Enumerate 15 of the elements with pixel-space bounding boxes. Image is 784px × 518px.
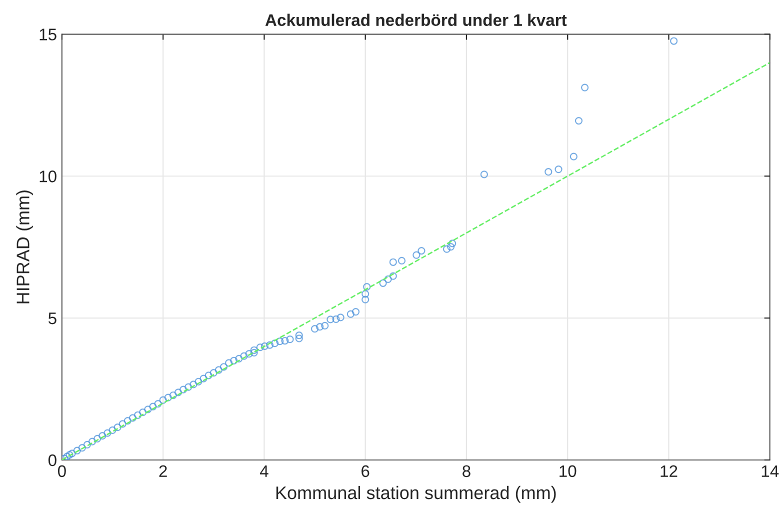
chart-title: Ackumulerad nederbörd under 1 kvart bbox=[265, 14, 567, 26]
x-tick-label: 2 bbox=[159, 465, 167, 477]
x-axis-title: Kommunal station summerad (mm) bbox=[276, 486, 556, 503]
x-tick-label: 10 bbox=[560, 465, 576, 478]
y-tick-label: 0 bbox=[48, 454, 56, 466]
x-tick-label: 14 bbox=[762, 465, 779, 477]
y-tick-label: 10 bbox=[40, 170, 56, 182]
y-tick-label: 15 bbox=[40, 28, 56, 40]
x-tick-label: 6 bbox=[362, 465, 370, 478]
x-tick-label: 8 bbox=[462, 465, 470, 478]
y-tick-label: 5 bbox=[48, 312, 56, 324]
y-axis-title: HIPRAD (mm) bbox=[16, 190, 33, 304]
x-tick-label: 0 bbox=[58, 465, 66, 478]
x-tick-label: 4 bbox=[260, 465, 268, 477]
x-tick-label: 12 bbox=[660, 465, 678, 477]
